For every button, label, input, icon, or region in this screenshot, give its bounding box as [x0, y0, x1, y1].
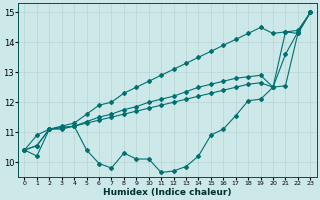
X-axis label: Humidex (Indice chaleur): Humidex (Indice chaleur) — [103, 188, 232, 197]
